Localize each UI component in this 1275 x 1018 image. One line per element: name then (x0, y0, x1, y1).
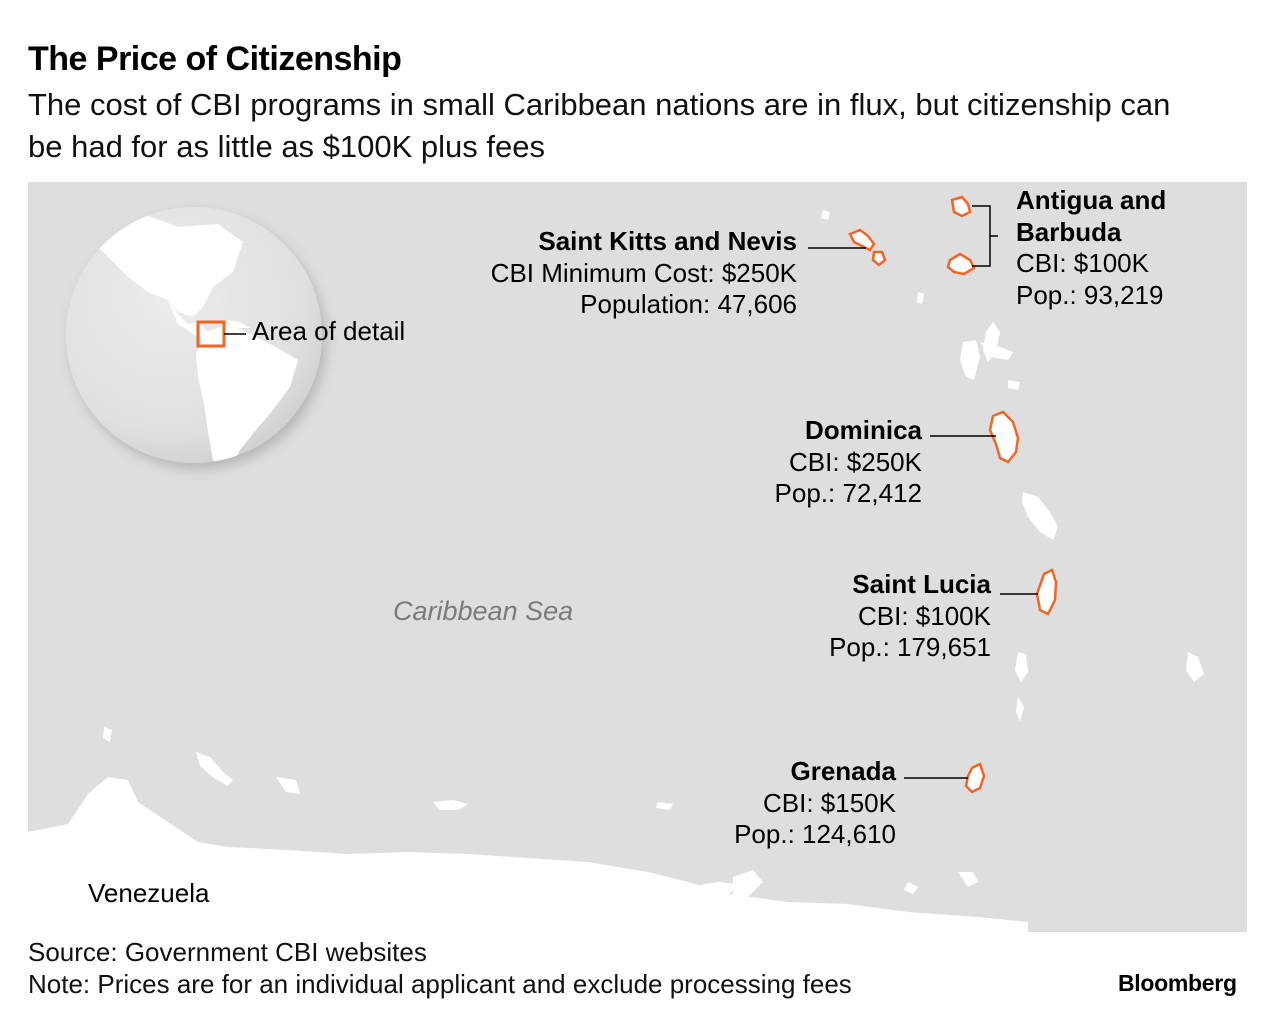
chart-subtitle: The cost of CBI programs in small Caribb… (28, 87, 1171, 164)
globe-land (88, 212, 298, 463)
country-cost: CBI: $100K (858, 600, 991, 631)
bloomberg-logo: Bloomberg (1118, 970, 1237, 996)
country-population: Pop.: 72,412 (774, 478, 922, 508)
country-cost: CBI: $150K (763, 787, 896, 818)
saint-lucia-shape (1035, 568, 1058, 616)
country-cost: CBI: $250K (789, 446, 922, 477)
leader-antigua (972, 205, 998, 267)
chart-title: The Price of Citizenship (28, 40, 402, 78)
country-population: Pop.: 93,219 (1016, 279, 1164, 310)
saint-kitts-shape (848, 228, 876, 252)
grenada-label: Grenada CBI: $150K Pop.: 124,610 (734, 756, 896, 851)
globe-inset (66, 207, 322, 463)
prices-note: Note: Prices are for an individual appli… (28, 969, 852, 999)
country-cost: CBI: $100K (1016, 248, 1149, 278)
country-name: Saint Kitts and Nevis (538, 226, 797, 256)
country-name: Dominica (804, 415, 922, 445)
cbi-islands (848, 195, 1058, 794)
saint-kitts-label: Saint Kitts and Nevis CBI Minimum Cost: … (491, 226, 797, 321)
saint-lucia-label: Saint Lucia CBI: $100K Pop.: 179,651 (829, 569, 991, 664)
venezuela-coast (28, 777, 1028, 932)
nevis-shape (871, 250, 887, 267)
dominica-label: Dominica CBI: $250K Pop.: 72,412 (775, 415, 922, 510)
country-cost: CBI Minimum Cost: $250K (490, 257, 797, 288)
country-population: Population: 47,606 (580, 289, 797, 319)
country-population: Pop.: 124,610 (734, 819, 896, 849)
map-area: Area of detail Caribbean Sea Venezuela S… (28, 182, 1247, 932)
antigua-shape (946, 252, 976, 276)
footer-notes: Source: Government CBI websites Note: Pr… (28, 936, 852, 1000)
source-note: Source: Government CBI websites (28, 937, 427, 967)
country-population: Pop.: 179,651 (829, 632, 991, 662)
venezuela-label: Venezuela (88, 878, 210, 908)
leader-lines (808, 205, 1038, 779)
caribbean-sea-label: Caribbean Sea (393, 596, 574, 626)
map-svg (28, 195, 1204, 932)
grenada-shape (964, 762, 986, 794)
antigua-label: Antigua and Barbuda CBI: $100K Pop.: 93,… (1016, 185, 1166, 311)
country-name-line1: Antigua and (1016, 185, 1167, 215)
area-of-detail-label: Area of detail (252, 316, 406, 346)
country-name: Grenada (790, 756, 897, 786)
dominica-shape (988, 410, 1020, 464)
country-name: Saint Lucia (852, 569, 991, 599)
country-name-line2: Barbuda (1016, 216, 1122, 247)
barbuda-shape (950, 195, 972, 218)
